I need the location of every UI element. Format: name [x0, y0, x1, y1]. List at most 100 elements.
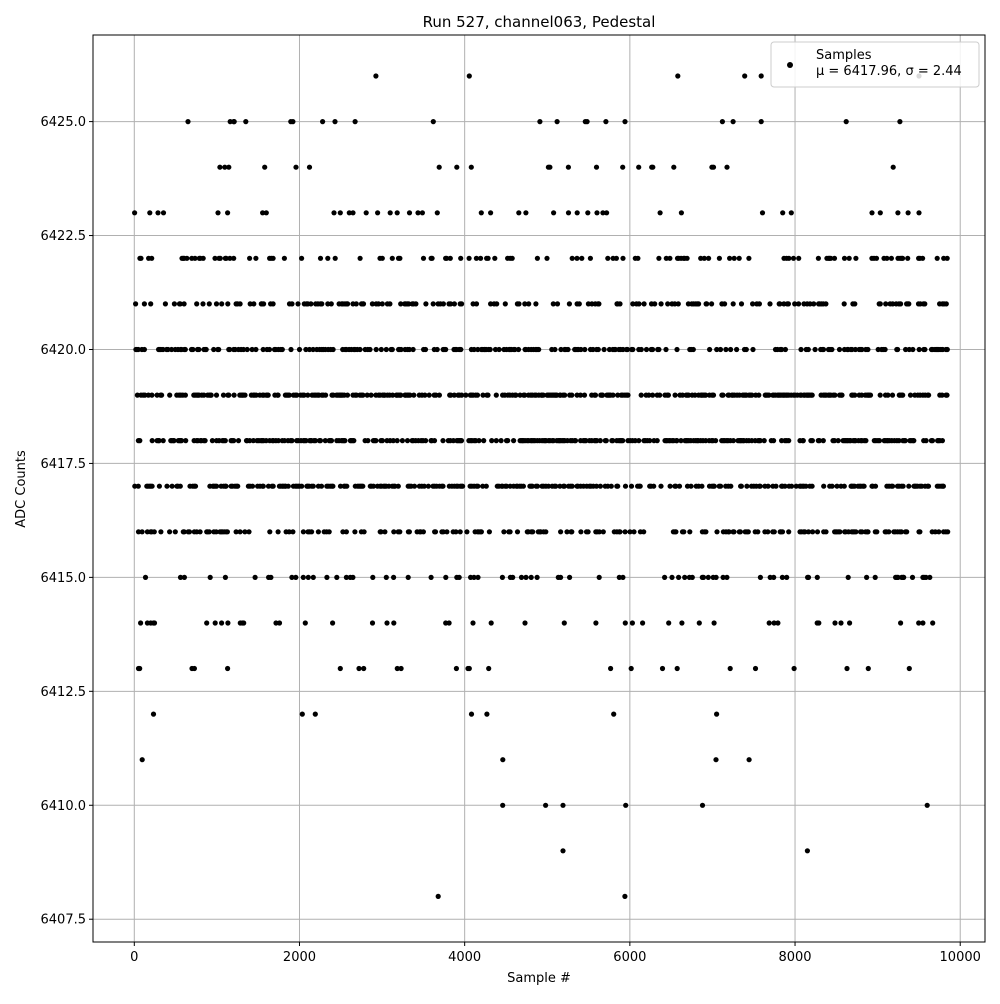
sample-point: [756, 392, 762, 398]
sample-point: [788, 210, 794, 216]
sample-point: [810, 529, 816, 535]
sample-point: [147, 210, 153, 216]
sample-point: [820, 346, 827, 353]
sample-point: [900, 255, 906, 261]
sample-point: [332, 255, 338, 261]
sample-point: [219, 620, 225, 626]
sample-point: [397, 255, 403, 261]
sample-point: [268, 574, 274, 581]
sample-point: [149, 483, 155, 489]
sample-point: [737, 529, 744, 535]
sample-point: [730, 301, 736, 307]
sample-point: [624, 346, 631, 353]
sample-point: [663, 255, 669, 261]
sample-point: [705, 574, 711, 581]
sample-point: [713, 757, 719, 763]
sample-point: [779, 346, 785, 353]
sample-point: [876, 438, 883, 444]
sample-point: [889, 392, 896, 398]
sample-point: [713, 438, 719, 444]
sample-point: [382, 529, 388, 535]
sample-point: [557, 483, 563, 489]
sample-point: [212, 620, 218, 626]
sample-point: [792, 301, 798, 307]
sample-point: [620, 164, 626, 170]
sample-point: [886, 529, 892, 535]
sample-point: [488, 620, 494, 626]
sample-point: [429, 255, 435, 261]
sample-point: [200, 301, 206, 307]
sample-point: [922, 301, 928, 307]
sample-point: [483, 483, 489, 489]
sample-point: [459, 301, 465, 307]
sample-point: [132, 210, 138, 216]
sample-point: [489, 438, 495, 444]
sample-point: [172, 529, 178, 535]
sample-point: [758, 119, 764, 125]
sample-point: [448, 301, 454, 307]
sample-point: [296, 346, 303, 353]
sample-point: [720, 392, 726, 398]
sample-point: [658, 301, 664, 307]
sample-point: [155, 210, 161, 216]
sample-point: [453, 665, 459, 672]
sample-point: [906, 665, 912, 672]
sample-point: [516, 301, 522, 307]
sample-point: [405, 574, 411, 581]
x-tick-label: 4000: [448, 950, 481, 965]
sample-point: [222, 164, 228, 170]
sample-point: [767, 301, 773, 307]
sample-point: [696, 620, 702, 626]
sample-point: [171, 438, 177, 444]
sample-point: [138, 620, 144, 626]
sample-point: [632, 438, 638, 444]
sample-point: [707, 346, 713, 353]
sample-point: [379, 301, 385, 307]
sample-point: [435, 893, 441, 900]
sample-point: [582, 119, 588, 125]
sample-point: [841, 483, 847, 489]
sample-point: [225, 210, 231, 216]
sample-point: [554, 301, 561, 307]
sample-point: [929, 438, 936, 444]
sample-point: [177, 301, 183, 307]
sample-point: [710, 164, 717, 170]
sample-point: [873, 255, 880, 261]
sample-point: [672, 392, 678, 398]
sample-point: [554, 119, 560, 125]
sample-point: [620, 574, 626, 581]
sample-point: [569, 529, 575, 535]
sample-point: [253, 392, 259, 398]
sample-point: [217, 164, 223, 170]
sample-point: [731, 529, 737, 535]
sample-point: [235, 483, 241, 489]
sample-point: [716, 255, 723, 261]
sample-point: [583, 438, 589, 444]
sample-point: [182, 346, 188, 353]
sample-point: [780, 210, 786, 216]
sample-point: [550, 301, 556, 307]
sample-point: [192, 255, 198, 261]
sample-point: [663, 346, 669, 353]
sample-point: [757, 574, 764, 581]
sample-point: [443, 346, 449, 353]
sample-point: [244, 346, 250, 353]
sample-point: [267, 529, 273, 535]
sample-point: [395, 483, 401, 489]
sample-point: [458, 255, 464, 261]
sample-point: [342, 438, 348, 444]
sample-point: [383, 346, 389, 353]
sample-point: [673, 483, 679, 489]
sample-point: [270, 255, 276, 261]
sample-point: [803, 483, 809, 489]
sample-point: [709, 301, 715, 307]
sample-point: [398, 392, 404, 398]
sample-point: [391, 574, 397, 581]
sample-point: [430, 301, 436, 307]
sample-point: [324, 574, 330, 581]
sample-point: [411, 392, 417, 398]
sample-point: [724, 164, 730, 170]
sample-point: [923, 438, 929, 444]
sample-point: [343, 574, 349, 581]
